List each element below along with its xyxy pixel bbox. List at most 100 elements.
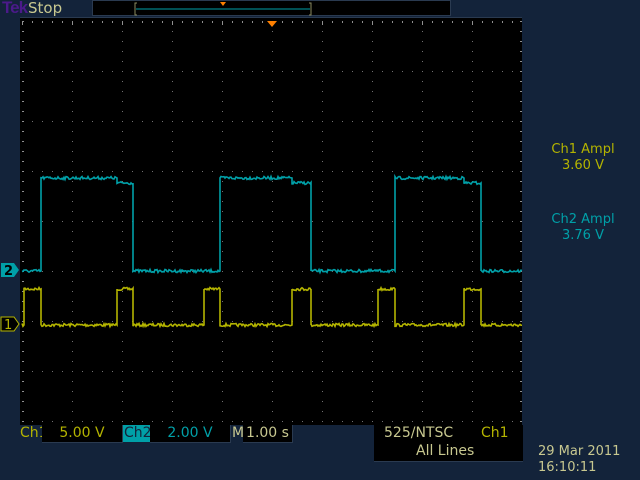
left-tick — [22, 141, 24, 142]
grid-dot — [122, 191, 123, 192]
top-tick — [92, 21, 93, 23]
grid-dot — [412, 371, 413, 372]
grid-dot — [502, 121, 503, 122]
grid-dot — [62, 321, 63, 322]
grid-dot — [442, 321, 443, 322]
left-tick — [22, 121, 24, 122]
grid-dot — [272, 111, 273, 112]
grid-dot — [222, 171, 223, 172]
right-tick — [520, 331, 522, 332]
grid-dot — [82, 271, 83, 272]
acquisition-state: Stop — [28, 0, 63, 17]
top-tick — [362, 21, 363, 23]
ch2-label[interactable]: Ch2 — [123, 425, 153, 442]
right-tick — [520, 311, 522, 312]
grid-dot — [432, 121, 433, 122]
grid-dot — [102, 121, 103, 122]
ch1-scale[interactable]: 5.00 V — [42, 425, 123, 443]
grid-dot — [342, 171, 343, 172]
grid-dot — [402, 171, 403, 172]
grid-dot — [402, 371, 403, 372]
grid-dot — [332, 271, 333, 272]
timebase-scale[interactable]: 1.00 s — [243, 425, 293, 443]
grid-dot — [122, 311, 123, 312]
grid-dot — [132, 171, 133, 172]
top-tick — [202, 21, 203, 23]
grid-dot — [372, 61, 373, 62]
grid-dot — [272, 161, 273, 162]
grid-dot — [322, 351, 323, 352]
grid-dot — [372, 311, 373, 312]
ch1-label[interactable]: Ch1 — [20, 425, 48, 441]
grid-dot — [322, 241, 323, 242]
grid-dot — [312, 221, 313, 222]
grid-dot — [482, 371, 483, 372]
grid-dot — [472, 121, 473, 122]
grid-dot — [212, 71, 213, 72]
grid-dot — [222, 61, 223, 62]
trigger-position-icon — [220, 2, 226, 6]
grid-dot — [82, 371, 83, 372]
grid-dot — [322, 141, 323, 142]
grid-dot — [322, 391, 323, 392]
grid-dot — [102, 271, 103, 272]
grid-dot — [502, 271, 503, 272]
right-tick — [520, 351, 522, 352]
grid-dot — [172, 141, 173, 142]
grid-dot — [162, 121, 163, 122]
right-tick — [520, 361, 522, 362]
right-tick — [520, 391, 522, 392]
grid-dot — [72, 31, 73, 32]
grid-dot — [62, 171, 63, 172]
grid-dot — [272, 271, 273, 272]
ch2-ground-marker[interactable]: 2 — [1, 263, 19, 279]
right-tick — [520, 151, 522, 152]
left-tick — [22, 131, 24, 132]
grid-dot — [222, 361, 223, 362]
grid-dot — [332, 421, 333, 422]
grid-dot — [322, 331, 323, 332]
grid-dot — [332, 371, 333, 372]
grid-dot — [72, 171, 73, 172]
grid-dot — [422, 101, 423, 102]
right-tick — [520, 81, 522, 82]
right-tick — [520, 401, 522, 402]
grid-dot — [372, 31, 373, 32]
grid-dot — [462, 371, 463, 372]
grid-dot — [222, 291, 223, 292]
grid-dot — [152, 171, 153, 172]
grid-dot — [272, 61, 273, 62]
grid-dot — [372, 321, 373, 322]
record-window-brackets — [134, 2, 312, 16]
ch1-ground-marker[interactable]: 1 — [0, 316, 20, 332]
grid-dot — [162, 71, 163, 72]
grid-dot — [172, 291, 173, 292]
grid-dot — [72, 351, 73, 352]
left-tick — [22, 211, 24, 212]
grid-dot — [372, 161, 373, 162]
grid-dot — [492, 121, 493, 122]
top-tick — [502, 21, 503, 23]
ch1-measurement: Ch1 Ampl 3.60 V — [528, 142, 638, 174]
trigger-readout[interactable]: 525/NTSC Ch1 All Lines — [374, 425, 523, 462]
grid-dot — [422, 281, 423, 282]
grid-dot — [172, 301, 173, 302]
grid-dot — [472, 351, 473, 352]
top-tick — [152, 21, 153, 23]
grid-dot — [422, 121, 423, 122]
grid-dot — [122, 71, 123, 72]
grid-dot — [272, 151, 273, 152]
grid-dot — [32, 171, 33, 172]
ch2-scale[interactable]: 2.00 V — [150, 425, 231, 443]
left-tick — [22, 181, 24, 182]
grid-dot — [182, 71, 183, 72]
grid-dot — [282, 421, 283, 422]
grid-dot — [172, 361, 173, 362]
grid-dot — [372, 371, 373, 372]
grid-dot — [222, 321, 223, 322]
grid-dot — [512, 71, 513, 72]
grid-dot — [312, 421, 313, 422]
grid-dot — [372, 281, 373, 282]
left-tick — [22, 401, 24, 402]
grid-dot — [272, 141, 273, 142]
